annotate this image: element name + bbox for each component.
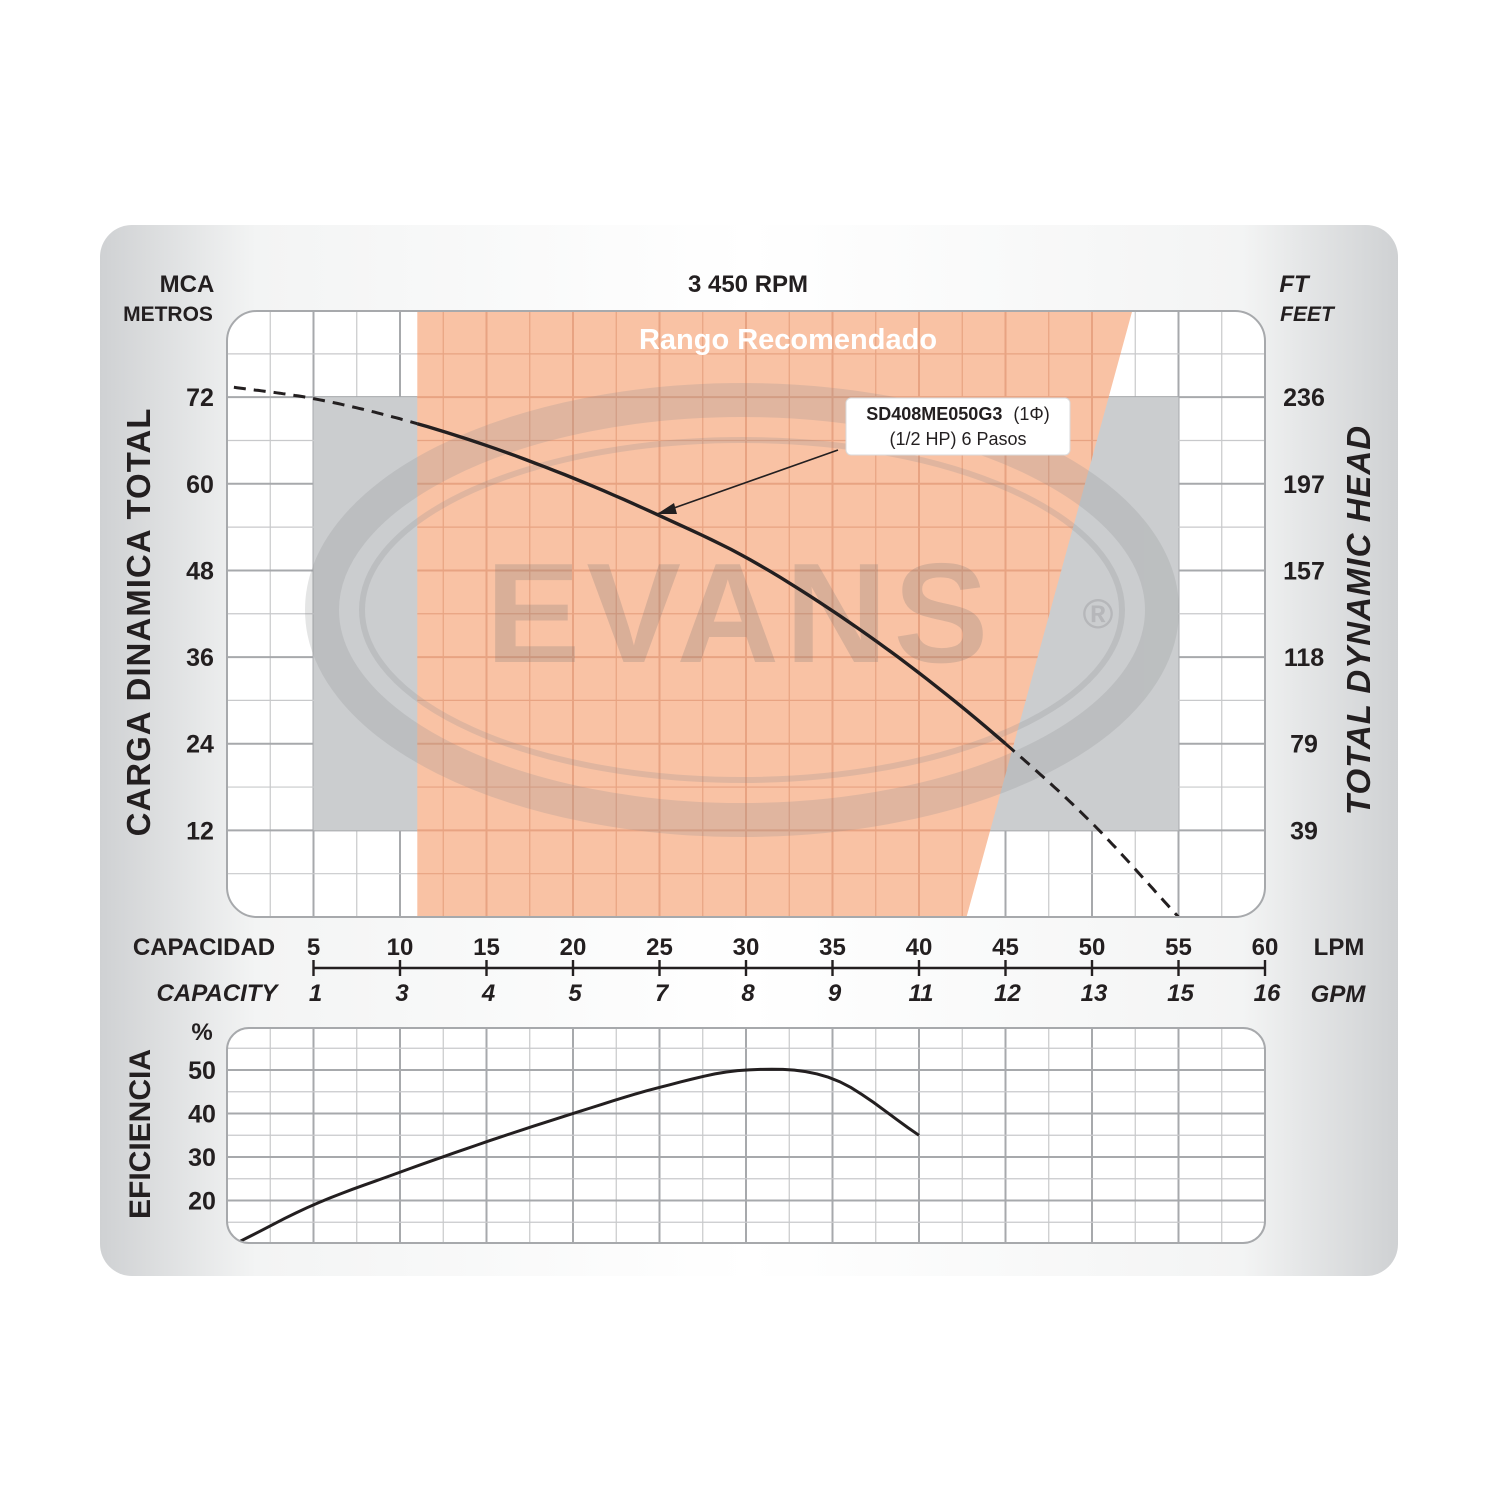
head-curve-extrapolated-left	[233, 385, 418, 426]
right-unit-label: FT	[1279, 271, 1311, 298]
efficiency-unit-label: %	[191, 1019, 212, 1046]
capacity-tick-lpm: 20	[560, 934, 587, 961]
watermark-ring	[305, 383, 1179, 837]
y-tick-left: 72	[186, 384, 214, 412]
watermark-text: EVANS	[486, 534, 995, 693]
y-tick-left: 48	[186, 557, 214, 585]
y-tick-left: 12	[186, 817, 214, 845]
y-tick-right: 118	[1284, 644, 1324, 672]
y-tick-right: 197	[1283, 471, 1325, 499]
capacity-tick-gpm: 15	[1167, 980, 1194, 1007]
gpm-unit-label: GPM	[1311, 981, 1367, 1008]
head-curve-extrapolated-right	[1004, 742, 1180, 917]
y-tick-left: 36	[186, 644, 214, 672]
capacity-tick-lpm: 10	[387, 934, 414, 961]
capacity-tick-gpm: 4	[481, 980, 495, 1007]
capacity-tick-lpm: 55	[1165, 934, 1192, 961]
head-plot-border	[226, 310, 1266, 918]
efficiency-curve	[238, 1067, 920, 1243]
y-tick-right: 79	[1290, 731, 1318, 759]
y-tick-left: 60	[186, 471, 214, 499]
capacity-tick-lpm: 30	[733, 934, 760, 961]
capacity-tick-gpm: 16	[1254, 980, 1281, 1007]
efficiency-y-tick: 50	[188, 1057, 216, 1085]
curve-label-leader-line	[656, 449, 839, 515]
efficiency-axis-title: EFICIENCIA	[124, 1049, 157, 1219]
y-axis-title-right: TOTAL DYNAMIC HEAD	[1340, 425, 1377, 815]
efficiency-y-tick: 40	[188, 1101, 216, 1129]
capacity-tick-lpm: 45	[992, 934, 1019, 961]
y-ticks-left: 12 24 36 48 60 72	[186, 384, 214, 845]
watermark-inner-ring	[359, 437, 1125, 783]
y-axis-title-left: CARGA DINAMICA TOTAL	[120, 408, 157, 837]
curve-label-line1: SD408ME050G3 (1Φ)	[866, 404, 1049, 424]
capacity-ticks: 5 1 10 3 15 4 20 5 25 7 30 8 35 9 40 11 45 12 50 13 55 15 60 16	[307, 934, 1281, 1007]
capacity-tick-gpm: 3	[395, 980, 409, 1007]
efficiency-y-tick: 30	[188, 1144, 216, 1172]
y-tick-right: 39	[1290, 817, 1318, 845]
capacity-tick-gpm: 12	[994, 980, 1021, 1007]
curve-label-model: SD408ME050G3	[866, 404, 1002, 424]
capacity-tick-lpm: 5	[307, 934, 320, 961]
capacity-tick-lpm: 15	[473, 934, 500, 961]
recommended-range-label: Rango Recomendado	[639, 324, 937, 356]
capacity-tick-gpm: 11	[909, 980, 934, 1007]
left-unit-sublabel: METROS	[123, 303, 213, 326]
y-ticks-right: 39 79 118 157 197 236	[1283, 384, 1325, 845]
efficiency-y-tick: 20	[188, 1188, 216, 1216]
head-curve-recommended	[416, 422, 1007, 745]
efficiency-plot-border	[226, 1027, 1266, 1244]
capacity-label-es: CAPACIDAD	[133, 934, 275, 961]
efficiency-grid	[227, 1028, 1265, 1243]
curve-label-box	[845, 397, 1071, 456]
capacity-tick-lpm: 60	[1252, 934, 1279, 961]
right-unit-sublabel: FEET	[1280, 303, 1336, 326]
capacity-tick-lpm: 25	[646, 934, 673, 961]
capacity-tick-lpm: 50	[1079, 934, 1106, 961]
watermark-registered-mark: ®	[1083, 590, 1114, 637]
capacity-tick-gpm: 1	[309, 980, 322, 1007]
curve-label-phase: (1Φ)	[1013, 404, 1049, 424]
evans-watermark: EVANS ®	[305, 383, 1179, 837]
capacity-tick-gpm: 9	[828, 980, 842, 1007]
rpm-label: 3 450 RPM	[688, 271, 808, 298]
curve-label-arrowhead	[657, 503, 677, 514]
lpm-unit-label: LPM	[1314, 934, 1365, 961]
capacity-label-en: CAPACITY	[157, 980, 280, 1007]
y-tick-left: 24	[186, 731, 214, 759]
left-unit-label: MCA	[160, 271, 215, 298]
curve-label-line2: (1/2 HP) 6 Pasos	[889, 429, 1026, 449]
capacity-tick-gpm: 5	[568, 980, 582, 1007]
y-tick-right: 236	[1283, 384, 1325, 412]
capacity-tick-gpm: 8	[741, 980, 755, 1007]
efficiency-plot-content	[227, 1028, 1265, 1243]
efficiency-y-ticks: 20 30 40 50	[188, 1057, 216, 1216]
capacity-tick-lpm: 35	[819, 934, 846, 961]
capacity-tick-gpm: 7	[655, 980, 670, 1007]
capacity-tick-lpm: 40	[906, 934, 933, 961]
capacity-tick-gpm: 13	[1081, 980, 1108, 1007]
y-tick-right: 157	[1283, 557, 1325, 585]
